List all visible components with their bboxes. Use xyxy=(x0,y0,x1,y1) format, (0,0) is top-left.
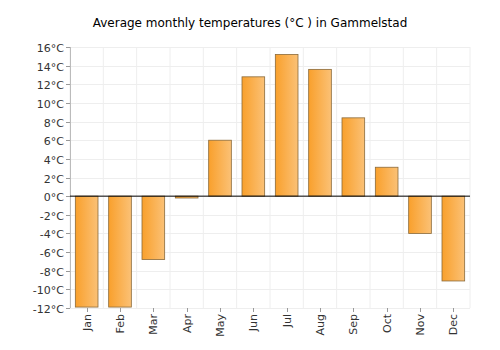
grid-line xyxy=(70,84,470,85)
y-tick-label: 10°C xyxy=(37,98,64,111)
bar xyxy=(409,196,432,233)
bar xyxy=(275,54,298,196)
y-tick-label: -12°C xyxy=(33,303,64,316)
x-tick-label: May xyxy=(214,314,227,337)
x-tick-label: Jun xyxy=(247,314,260,332)
x-tick xyxy=(187,308,188,312)
x-tick-label: Jan xyxy=(81,314,94,332)
x-tick-label: Oct xyxy=(381,313,394,333)
y-tick-label: 8°C xyxy=(44,117,64,130)
y-tick-label: 2°C xyxy=(44,173,64,186)
bar xyxy=(342,118,365,196)
x-tick-label: Apr xyxy=(181,314,194,334)
x-tick xyxy=(287,308,288,312)
y-tick xyxy=(66,271,70,272)
grid-line-vertical xyxy=(236,47,237,308)
grid-line-vertical xyxy=(336,47,337,308)
y-tick xyxy=(66,122,70,123)
y-tick xyxy=(66,103,70,104)
grid-line-vertical xyxy=(403,47,404,308)
grid-line xyxy=(70,178,470,179)
x-tick xyxy=(420,308,421,312)
x-tick xyxy=(387,308,388,312)
y-axis xyxy=(70,47,71,308)
y-tick-label: 14°C xyxy=(37,61,64,74)
bar xyxy=(375,167,398,196)
x-tick xyxy=(253,308,254,312)
bar xyxy=(142,196,165,259)
bar xyxy=(242,77,265,196)
y-tick xyxy=(66,308,70,309)
x-tick xyxy=(453,308,454,312)
y-tick-label: 4°C xyxy=(44,154,64,167)
y-tick xyxy=(66,252,70,253)
y-tick-label: -10°C xyxy=(33,284,64,297)
bar xyxy=(109,196,132,307)
x-tick-label: Nov xyxy=(414,314,427,336)
grid-line-vertical xyxy=(103,47,104,308)
y-tick xyxy=(66,159,70,160)
y-tick xyxy=(66,140,70,141)
grid-line xyxy=(70,103,470,104)
grid-line-vertical xyxy=(136,47,137,308)
y-tick xyxy=(66,178,70,179)
x-tick xyxy=(153,308,154,312)
y-tick-label: -2°C xyxy=(40,210,64,223)
x-tick-label: Sep xyxy=(347,314,360,335)
y-tick xyxy=(66,233,70,234)
x-tick xyxy=(87,308,88,312)
y-tick-label: 16°C xyxy=(37,42,64,55)
bars xyxy=(75,54,464,307)
x-tick-label: Feb xyxy=(114,314,127,333)
x-tick xyxy=(220,308,221,312)
y-tick xyxy=(66,66,70,67)
grid-line xyxy=(70,122,470,123)
grid-line xyxy=(70,159,470,160)
x-tick xyxy=(320,308,321,312)
bar xyxy=(309,69,332,196)
grid-line-vertical xyxy=(170,47,171,308)
grid-line-vertical xyxy=(303,47,304,308)
y-tick-label: -6°C xyxy=(40,247,64,260)
y-tick-label: 12°C xyxy=(37,79,64,92)
grid-line xyxy=(70,47,470,48)
x-tick-label: Dec xyxy=(447,314,460,335)
x-tick xyxy=(120,308,121,312)
y-tick xyxy=(66,215,70,216)
grid-line-vertical xyxy=(270,47,271,308)
title: Average monthly temperatures (°C ) in Ga… xyxy=(93,16,408,30)
y-tick-label: -8°C xyxy=(40,266,64,279)
y-tick-label: 0°C xyxy=(44,191,64,204)
grid-line xyxy=(70,308,470,309)
x-tick-label: Aug xyxy=(314,314,327,335)
grid-line-vertical xyxy=(70,47,71,308)
grid-line xyxy=(70,66,470,67)
y-tick xyxy=(66,196,70,197)
bar xyxy=(75,196,98,307)
bar xyxy=(209,140,232,196)
x-tick-label: Jul xyxy=(281,314,294,328)
chart-svg: Average monthly temperatures (°C ) in Ga… xyxy=(0,0,500,350)
grid-line-vertical xyxy=(470,47,471,308)
y-tick xyxy=(66,289,70,290)
bar xyxy=(442,196,465,281)
chart-container: Average monthly temperatures (°C ) in Ga… xyxy=(0,0,500,350)
y-tick-label: -4°C xyxy=(40,228,64,241)
grid-line-vertical xyxy=(370,47,371,308)
zero-line xyxy=(70,196,470,197)
y-tick xyxy=(66,84,70,85)
x-tick-label: Mar xyxy=(147,314,160,335)
y-tick-label: 6°C xyxy=(44,135,64,148)
grid-line xyxy=(70,140,470,141)
y-tick xyxy=(66,47,70,48)
grid-line-vertical xyxy=(436,47,437,308)
grid-line-vertical xyxy=(203,47,204,308)
x-tick xyxy=(353,308,354,312)
